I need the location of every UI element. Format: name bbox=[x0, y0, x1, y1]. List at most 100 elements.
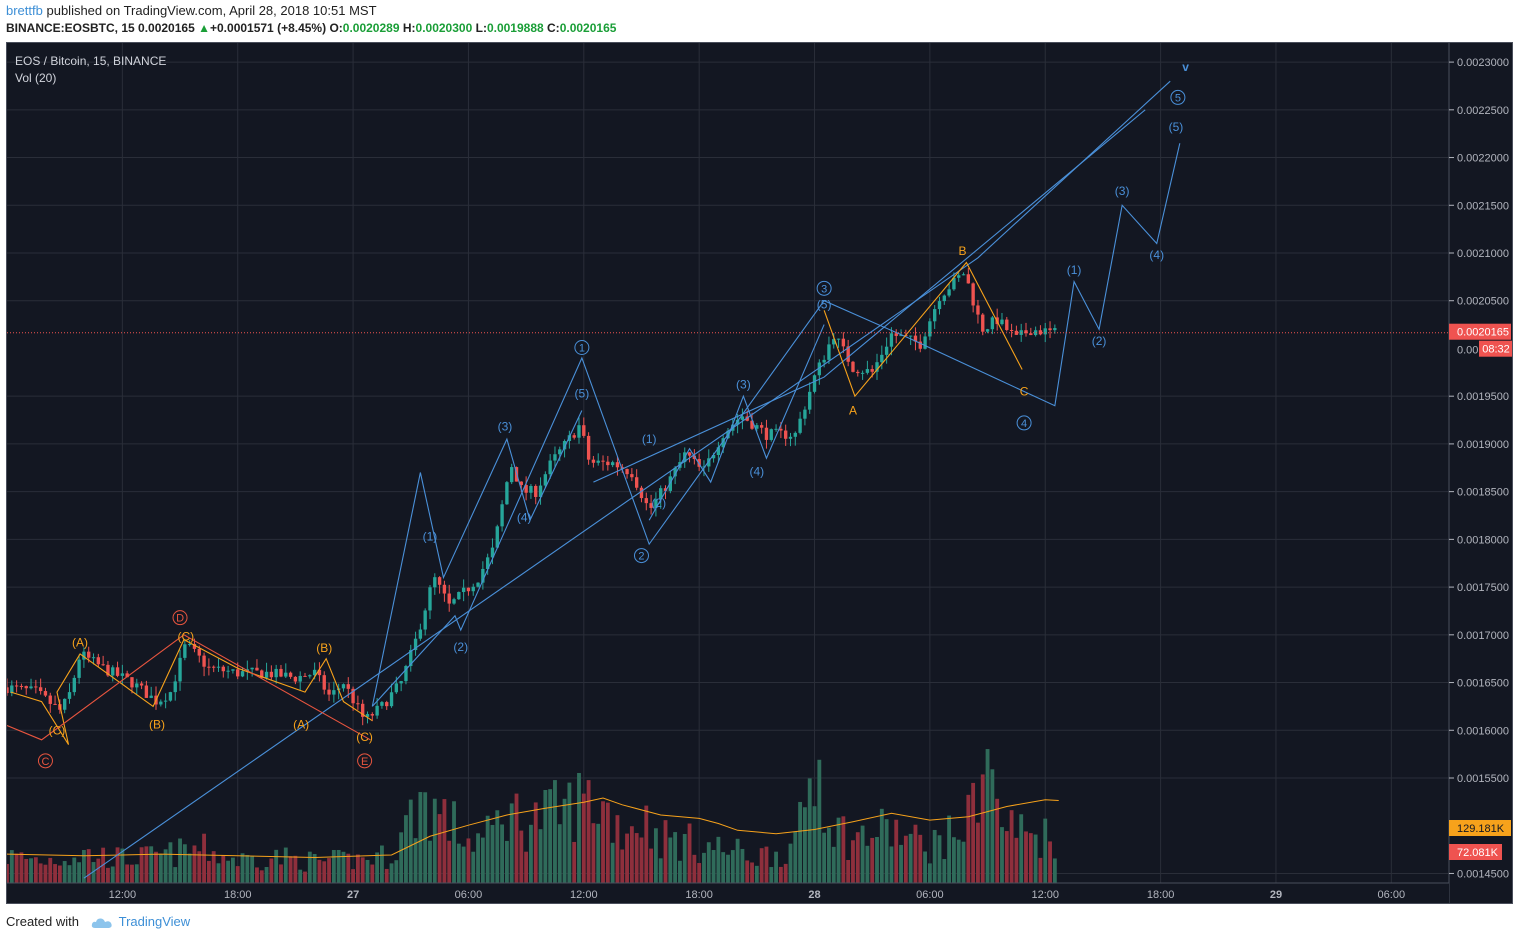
volume-bar bbox=[336, 849, 341, 883]
tradingview-link[interactable]: TradingView bbox=[118, 914, 191, 929]
created-with-text: Created with bbox=[6, 914, 79, 929]
publish-info: brettfb published on TradingView.com, Ap… bbox=[6, 3, 377, 18]
volume-bar bbox=[663, 820, 668, 883]
volume-bar bbox=[413, 838, 418, 883]
price-axis[interactable]: 0.0023000 0.0022500 0.0022000 0.0021500 0.00… bbox=[1448, 43, 1512, 903]
volume-bar bbox=[279, 864, 283, 883]
candle-body bbox=[562, 441, 567, 450]
wave-label-circle bbox=[1170, 89, 1186, 105]
wave-line bbox=[371, 143, 1181, 707]
candle-body bbox=[543, 474, 548, 486]
candle-body bbox=[62, 698, 67, 710]
time-axis[interactable]: 12:00 18:00 27 06:00 12:00 18:00 28 06:00 12:00 1… bbox=[7, 882, 1449, 903]
candle-body bbox=[284, 672, 288, 677]
volume-bar bbox=[298, 869, 303, 883]
volume-bar bbox=[543, 789, 548, 883]
volume-bar bbox=[1019, 814, 1024, 883]
candle-body bbox=[875, 362, 879, 372]
candle-body bbox=[798, 418, 802, 433]
volume-bar bbox=[1048, 841, 1052, 883]
volume-bar bbox=[269, 858, 274, 883]
volume-bar bbox=[610, 842, 615, 883]
wave-label: 3 bbox=[821, 283, 827, 295]
chart-panel[interactable]: (A) (C) C (B) D (C) (B) (A) (C) E (1) (2) (3) (4) (5) 1… bbox=[6, 42, 1513, 904]
volume-bar bbox=[394, 860, 399, 883]
low-value: 0.0019888 bbox=[486, 21, 544, 35]
publish-text: published on TradingView.com, April 28, … bbox=[46, 3, 377, 18]
candle-body bbox=[111, 667, 115, 676]
volume-bar bbox=[120, 848, 125, 883]
candle-body bbox=[413, 638, 418, 651]
price-tick-label: 0.0021500 bbox=[1457, 200, 1509, 212]
candle-body bbox=[711, 455, 716, 459]
volume-bar bbox=[375, 852, 380, 883]
time-tick-label: 18:00 bbox=[224, 889, 252, 901]
volume-bar bbox=[533, 802, 538, 883]
candle-body bbox=[317, 669, 322, 676]
price-tick-label: 0.0017500 bbox=[1457, 582, 1509, 594]
volume-bar bbox=[529, 824, 533, 883]
candle-body bbox=[553, 454, 557, 461]
volume-bar bbox=[1033, 834, 1038, 883]
volume-bar bbox=[697, 863, 702, 883]
candle-body bbox=[322, 675, 326, 690]
volume-bar bbox=[577, 772, 581, 883]
candle-body bbox=[716, 447, 721, 456]
wave-label: v bbox=[1182, 60, 1189, 74]
wave-line bbox=[648, 324, 825, 521]
candle-body bbox=[341, 684, 346, 689]
volume-ma-badge bbox=[1449, 820, 1511, 836]
volume-bar bbox=[230, 857, 235, 883]
candle-body bbox=[1029, 333, 1033, 336]
candle-body bbox=[822, 359, 826, 363]
candle-body bbox=[452, 599, 456, 604]
volume-bar bbox=[519, 830, 524, 883]
volume-bar bbox=[634, 833, 639, 883]
volume-bar bbox=[264, 867, 269, 883]
wave-line bbox=[823, 261, 1023, 398]
volume-bar bbox=[7, 863, 9, 883]
price-tick-label: 0.0022500 bbox=[1457, 105, 1509, 117]
volume-bar bbox=[115, 847, 120, 883]
volume-bar bbox=[355, 854, 360, 883]
volume-bar bbox=[1000, 827, 1004, 883]
candle-body bbox=[1053, 328, 1057, 331]
candle-body bbox=[692, 455, 697, 460]
price-axis-bg bbox=[1449, 43, 1512, 903]
volume-bar bbox=[307, 851, 312, 883]
candle-body bbox=[966, 274, 971, 284]
candle-body bbox=[1000, 319, 1004, 325]
candle-body bbox=[519, 481, 523, 486]
volume-bar bbox=[255, 867, 259, 883]
volume-bar bbox=[490, 824, 495, 883]
candle-body bbox=[755, 425, 759, 429]
price-tick-label: 0.0018500 bbox=[1457, 487, 1509, 499]
price-chart[interactable]: (A) (C) C (B) D (C) (B) (A) (C) E (1) (2) (3) (4) (5) 1… bbox=[7, 43, 1512, 903]
wave-label: (5) bbox=[817, 298, 832, 312]
wave-labels: (A) (C) C (B) D (C) (B) (A) (C) E (1) (2) (3) (4) (5) 1… bbox=[37, 60, 1189, 769]
wave-label: (2) bbox=[651, 496, 666, 510]
candle-body bbox=[990, 317, 995, 330]
volume-bar bbox=[966, 794, 971, 883]
candle-body bbox=[908, 335, 913, 337]
candle-body bbox=[82, 651, 86, 660]
up-arrow-icon: ▲ bbox=[198, 21, 210, 35]
wave-label: (B) bbox=[316, 641, 332, 655]
volume-bar bbox=[62, 861, 67, 883]
candle-body bbox=[783, 430, 788, 439]
volume-bar bbox=[682, 833, 687, 883]
candle-body bbox=[856, 371, 860, 374]
candle-body bbox=[740, 416, 745, 420]
candle-body bbox=[394, 683, 399, 693]
volume-bar bbox=[798, 801, 803, 883]
volume-bar bbox=[125, 864, 130, 883]
volume-bar bbox=[774, 851, 778, 883]
wave-line bbox=[7, 634, 371, 741]
price-tick-label: 0.0023000 bbox=[1457, 57, 1509, 69]
ohlc-bar: BINANCE:EOSBTC, 15 0.0020165 ▲+0.0001571… bbox=[6, 21, 616, 35]
wave-lines bbox=[7, 80, 1181, 879]
candle-body bbox=[937, 301, 942, 310]
candle-body bbox=[346, 684, 350, 689]
author-link[interactable]: brettfb bbox=[6, 3, 43, 18]
volume-bar bbox=[687, 823, 692, 883]
